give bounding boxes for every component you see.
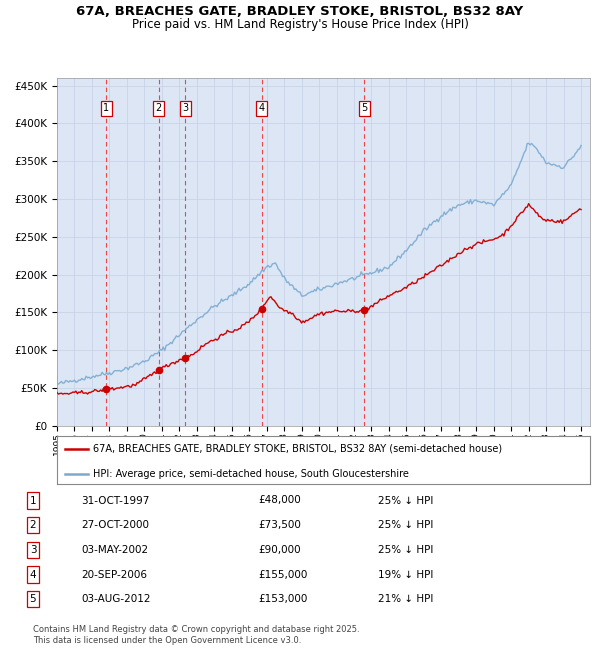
Text: 03-MAY-2002: 03-MAY-2002 bbox=[81, 545, 148, 555]
Text: 20-SEP-2006: 20-SEP-2006 bbox=[81, 569, 147, 580]
Text: 25% ↓ HPI: 25% ↓ HPI bbox=[378, 520, 433, 530]
Text: HPI: Average price, semi-detached house, South Gloucestershire: HPI: Average price, semi-detached house,… bbox=[93, 469, 409, 478]
Text: 19% ↓ HPI: 19% ↓ HPI bbox=[378, 569, 433, 580]
Text: 25% ↓ HPI: 25% ↓ HPI bbox=[378, 495, 433, 506]
Text: 67A, BREACHES GATE, BRADLEY STOKE, BRISTOL, BS32 8AY (semi-detached house): 67A, BREACHES GATE, BRADLEY STOKE, BRIST… bbox=[93, 444, 502, 454]
Text: 2: 2 bbox=[29, 520, 37, 530]
Text: 5: 5 bbox=[361, 103, 367, 113]
Text: £155,000: £155,000 bbox=[258, 569, 307, 580]
Text: 31-OCT-1997: 31-OCT-1997 bbox=[81, 495, 149, 506]
Text: 27-OCT-2000: 27-OCT-2000 bbox=[81, 520, 149, 530]
Text: 1: 1 bbox=[103, 103, 109, 113]
Text: 03-AUG-2012: 03-AUG-2012 bbox=[81, 594, 151, 604]
Text: £153,000: £153,000 bbox=[258, 594, 307, 604]
Text: Price paid vs. HM Land Registry's House Price Index (HPI): Price paid vs. HM Land Registry's House … bbox=[131, 18, 469, 31]
Text: 21% ↓ HPI: 21% ↓ HPI bbox=[378, 594, 433, 604]
Text: 25% ↓ HPI: 25% ↓ HPI bbox=[378, 545, 433, 555]
Text: 3: 3 bbox=[182, 103, 188, 113]
Text: Contains HM Land Registry data © Crown copyright and database right 2025.
This d: Contains HM Land Registry data © Crown c… bbox=[33, 625, 359, 645]
Text: 5: 5 bbox=[29, 594, 37, 604]
Text: 4: 4 bbox=[29, 569, 37, 580]
Text: £73,500: £73,500 bbox=[258, 520, 301, 530]
Text: 2: 2 bbox=[155, 103, 162, 113]
Text: 1: 1 bbox=[29, 495, 37, 506]
Text: 67A, BREACHES GATE, BRADLEY STOKE, BRISTOL, BS32 8AY: 67A, BREACHES GATE, BRADLEY STOKE, BRIST… bbox=[76, 5, 524, 18]
Text: 4: 4 bbox=[259, 103, 265, 113]
Text: £90,000: £90,000 bbox=[258, 545, 301, 555]
Text: 3: 3 bbox=[29, 545, 37, 555]
Text: £48,000: £48,000 bbox=[258, 495, 301, 506]
